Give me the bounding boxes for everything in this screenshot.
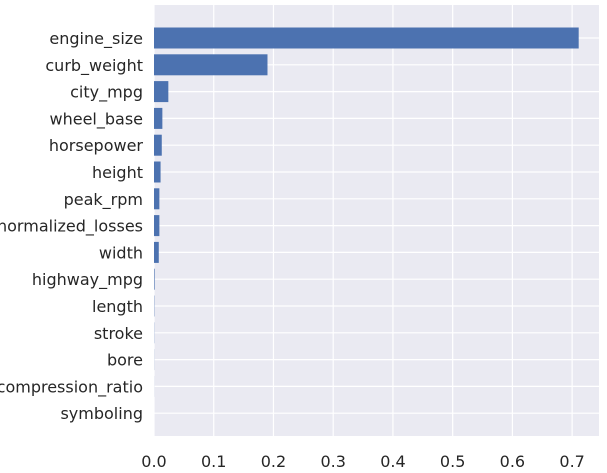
y-tick-label: city_mpg xyxy=(70,83,143,103)
bar-curb-weight xyxy=(154,54,268,76)
y-tick-label: engine_size xyxy=(49,29,143,49)
bar-width xyxy=(154,241,159,263)
bar-engine-size xyxy=(154,27,579,49)
y-tick-label: bore xyxy=(107,351,143,370)
bar-peak-rpm xyxy=(154,188,160,210)
bar-highway-mpg xyxy=(154,268,155,290)
y-tick-label: width xyxy=(99,243,143,262)
bar-wheel-base xyxy=(154,107,163,129)
bar-horsepower xyxy=(154,134,162,156)
y-tick-label: peak_rpm xyxy=(64,190,143,210)
y-tick-label: symboling xyxy=(60,404,143,423)
x-tick-label: 0.4 xyxy=(380,452,405,471)
x-tick-label: 0.5 xyxy=(440,452,465,471)
x-tick-label: 0.7 xyxy=(559,452,584,471)
y-tick-label: curb_weight xyxy=(45,56,143,76)
x-gridlines xyxy=(153,5,573,436)
x-tick-labels: 0.0 0.1 0.2 0.3 0.4 0.5 0.6 0.7 xyxy=(141,452,585,471)
y-tick-labels: engine_size curb_weight city_mpg wheel_base… xyxy=(0,29,143,423)
x-tick-label: 0.2 xyxy=(261,452,286,471)
bar-normalized-losses xyxy=(154,215,160,237)
x-tick-label: 0.3 xyxy=(320,452,345,471)
x-tick-label: 0.1 xyxy=(201,452,226,471)
x-tick-label: 0.6 xyxy=(500,452,525,471)
y-tick-label: stroke xyxy=(94,324,143,343)
y-tick-label: length xyxy=(92,297,143,316)
x-tick-label: 0.0 xyxy=(141,452,166,471)
y-tick-label: normalized_losses xyxy=(0,217,143,237)
bar-height xyxy=(154,161,161,183)
y-tick-label: highway_mpg xyxy=(32,270,143,290)
y-tick-label: height xyxy=(92,163,143,182)
bars xyxy=(154,27,579,397)
plot-area xyxy=(154,5,599,436)
y-tick-label: wheel_base xyxy=(50,109,144,129)
bar-city-mpg xyxy=(154,81,169,103)
y-tick-label: horsepower xyxy=(49,136,144,155)
y-tick-label: compression_ratio xyxy=(0,377,143,397)
